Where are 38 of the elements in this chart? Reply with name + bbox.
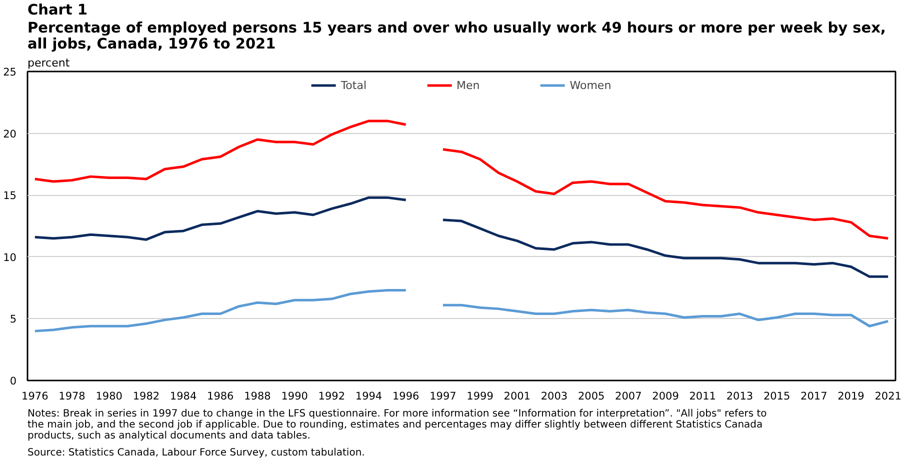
legend-label: Women — [570, 78, 612, 92]
y-tick-label: 25 — [3, 66, 17, 78]
x-tick-label: 1982 — [132, 390, 160, 402]
x-tick-label: 2017 — [800, 390, 828, 402]
y-axis-title: percent — [28, 56, 70, 70]
x-tick-label: 2005 — [578, 390, 605, 402]
chart-subtitle: Percentage of employed persons 15 years and over who usually work 49 hours or more per week by sex, all jobs, Canada, 1976 to 2021 — [28, 20, 886, 52]
legend-label: Men — [456, 78, 480, 92]
x-tick-label: 1997 — [430, 390, 456, 402]
x-tick-label: 2011 — [689, 390, 716, 402]
legend-label: Total — [340, 78, 367, 92]
x-tick-label: 1999 — [466, 390, 494, 402]
x-tick-label: 1986 — [207, 390, 234, 402]
source-note: Source: Statistics Canada, Labour Force Survey, custom tabulation. — [28, 448, 365, 458]
x-tick-label: 1996 — [392, 390, 420, 402]
x-tick-label: 2009 — [652, 390, 679, 402]
y-tick-label: 10 — [3, 252, 17, 264]
y-tick-label: 15 — [3, 190, 17, 202]
x-tick-label: 1994 — [355, 390, 382, 402]
x-tick-label: 1988 — [244, 390, 271, 402]
x-tick-label: 2015 — [763, 390, 790, 402]
x-tick-label: 2003 — [540, 390, 568, 402]
x-tick-label: 1976 — [22, 390, 49, 402]
x-tick-label: 2021 — [874, 390, 902, 402]
chart-title: Chart 1 — [28, 2, 88, 18]
x-tick-label: 2019 — [838, 390, 864, 402]
x-tick-label: 2001 — [504, 390, 531, 402]
x-tick-label: 1978 — [58, 390, 86, 402]
x-tick-label: 2007 — [615, 390, 642, 402]
x-tick-label: 1992 — [318, 390, 346, 402]
y-tick-label: 20 — [3, 128, 17, 140]
x-tick-label: 1990 — [281, 390, 308, 402]
text: Notes: Break in series in 1997 due to change in the LFS questionnaire. For more information see “Information for interpretation”. "All jobs" refers to the main job, and the second job if applicable. Due to rounding, estimates and percentages may differ slightly between different Statistics Canada products, such as analytical documents and data tables. — [28, 408, 767, 442]
x-tick-label: 2013 — [726, 390, 754, 402]
y-tick-label: 5 — [10, 314, 17, 326]
x-tick-label: 1984 — [170, 390, 197, 402]
y-tick-label: 0 — [10, 376, 17, 388]
x-tick-label: 1980 — [96, 390, 122, 402]
